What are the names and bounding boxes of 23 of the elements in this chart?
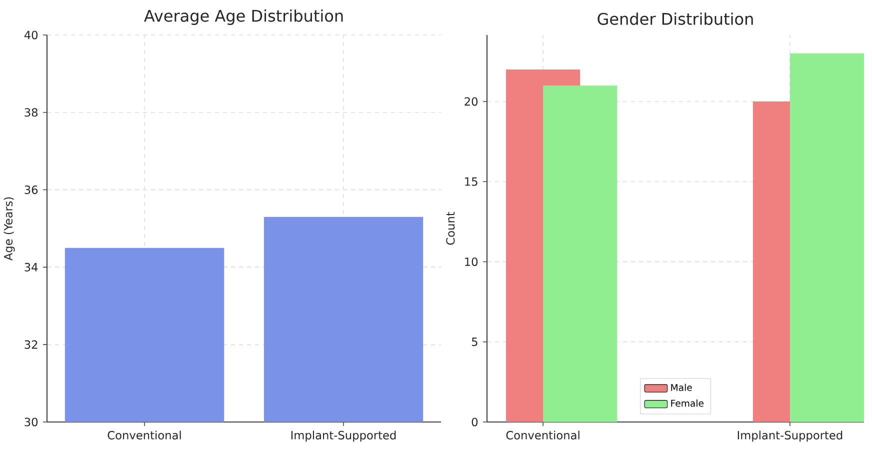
y-tick-label: 32 bbox=[24, 340, 38, 349]
legend-label: Male bbox=[671, 384, 692, 392]
x-tick-label: Conventional bbox=[108, 430, 181, 440]
y-tick-label: 20 bbox=[464, 97, 478, 106]
y-tick-label: 34 bbox=[24, 262, 38, 272]
y-tick-label: 36 bbox=[24, 186, 38, 194]
y-tick-label: 5 bbox=[472, 338, 478, 346]
x-tick-label: Implant-Supported bbox=[291, 430, 396, 442]
y-axis-title: Count bbox=[446, 212, 455, 245]
chart-title: Gender Distribution bbox=[598, 12, 753, 25]
bar bbox=[790, 53, 864, 422]
y-tick-label: 10 bbox=[465, 257, 478, 266]
chart-title: Average Age Distribution bbox=[144, 9, 343, 25]
x-tick-label: Conventional bbox=[506, 430, 580, 440]
legend-label: Female bbox=[671, 400, 704, 407]
y-tick-label: 40 bbox=[24, 30, 38, 40]
y-tick-label: 30 bbox=[24, 418, 38, 426]
y-tick-label: 15 bbox=[465, 177, 478, 186]
y-axis-title: Age (Years) bbox=[4, 197, 15, 261]
y-tick-label: 38 bbox=[24, 108, 38, 117]
y-tick-label: 0 bbox=[472, 418, 478, 426]
x-tick-label: Implant-Supported bbox=[738, 430, 842, 442]
bar bbox=[543, 85, 618, 422]
